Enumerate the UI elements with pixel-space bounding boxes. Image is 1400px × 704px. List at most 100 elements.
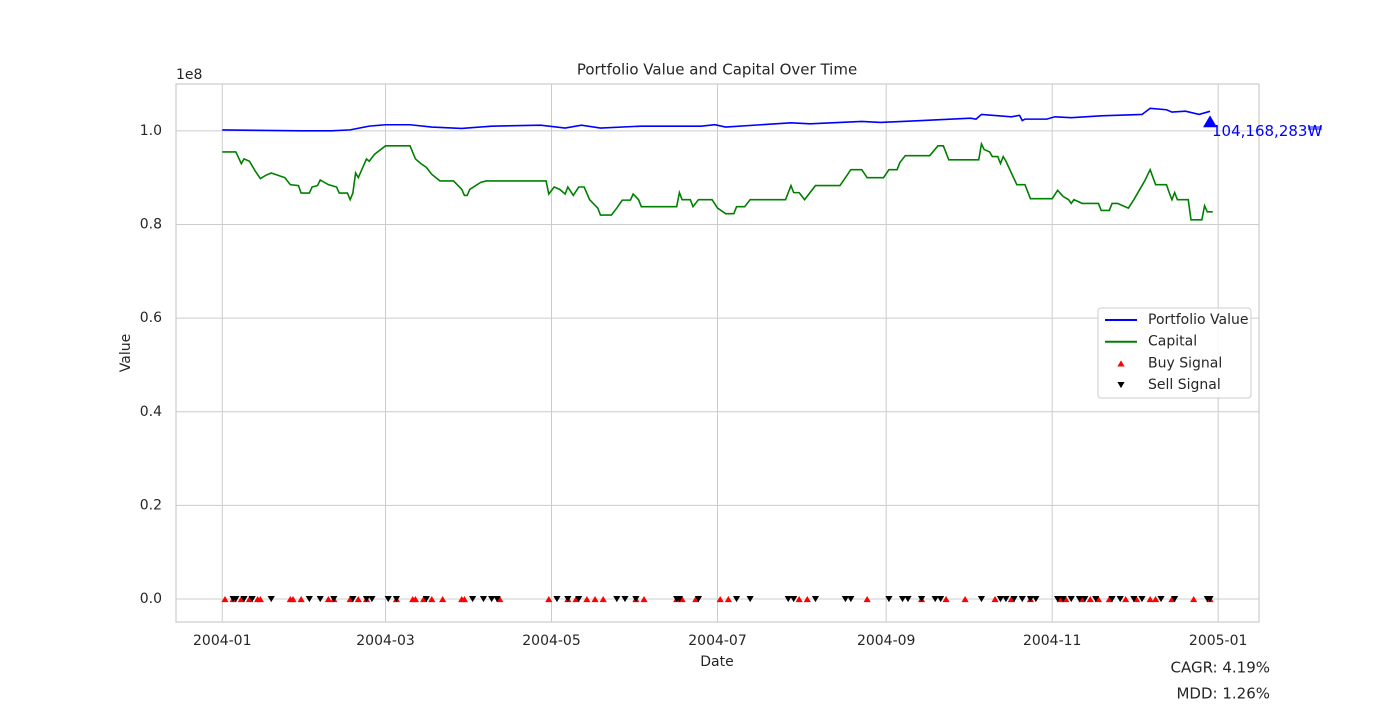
signal-marker xyxy=(1026,595,1035,603)
legend: Portfolio Value Capital Buy Signal Sell Sig… xyxy=(1097,307,1252,399)
legend-label: Portfolio Value xyxy=(1148,312,1249,328)
signal-marker xyxy=(439,595,447,603)
signal-marker xyxy=(917,595,926,603)
signal-marker xyxy=(961,595,969,603)
signal-marker xyxy=(368,595,376,603)
signal-marker xyxy=(1146,595,1154,603)
chart-title: Portfolio Value and Capital Over Time xyxy=(577,61,857,79)
signal-marker xyxy=(354,595,362,603)
signal-marker xyxy=(1116,595,1124,603)
signal-marker xyxy=(1075,595,1084,603)
signal-marker xyxy=(692,595,700,603)
signal-marker xyxy=(898,595,907,603)
signal-marker xyxy=(1130,595,1138,603)
signal-marker xyxy=(795,595,803,603)
signal-marker xyxy=(422,595,430,603)
annotation-marker xyxy=(1203,115,1218,128)
signal-marker xyxy=(553,595,561,603)
signal-marker xyxy=(724,595,732,603)
signal-marker xyxy=(428,595,436,603)
signal-marker xyxy=(1092,595,1100,603)
signal-marker xyxy=(621,595,629,603)
signal-marker xyxy=(479,595,488,603)
y-axis-label: Value xyxy=(118,334,134,372)
signal-marker xyxy=(411,595,420,603)
signal-marker xyxy=(1081,595,1089,603)
signal-marker xyxy=(1002,595,1010,603)
signal-marker xyxy=(694,595,703,603)
signal-marker xyxy=(885,595,893,603)
signal-marker xyxy=(591,595,599,603)
signal-marker xyxy=(1010,595,1018,603)
signal-marker xyxy=(460,595,469,603)
signal-marker xyxy=(937,595,945,603)
signal-marker xyxy=(1007,595,1015,603)
legend-label: Capital xyxy=(1148,334,1197,350)
signal-marker xyxy=(904,595,912,603)
y-tick-label: 0.2 xyxy=(140,497,162,513)
signal-marker xyxy=(678,595,686,603)
signal-marker xyxy=(1094,595,1103,603)
stat-text: MDD: 1.26% xyxy=(1176,685,1270,701)
signal-marker xyxy=(746,595,754,603)
signal-marker xyxy=(469,595,477,603)
signal-marker xyxy=(931,595,939,603)
signal-marker xyxy=(488,595,496,603)
signal-marker xyxy=(564,595,572,603)
y-tick-label: 0.4 xyxy=(140,404,162,420)
signal-marker xyxy=(1032,595,1040,603)
signal-marker xyxy=(1067,595,1075,603)
signal-marker xyxy=(1138,595,1146,603)
signal-marker xyxy=(256,595,264,603)
signal-marker xyxy=(847,595,855,603)
y-tick-label: 0.0 xyxy=(140,591,162,607)
signal-marker xyxy=(316,595,324,603)
legend-swatch xyxy=(1117,360,1125,367)
signal-marker xyxy=(392,595,401,603)
signal-marker xyxy=(640,595,648,603)
signal-marker xyxy=(575,595,583,603)
signal-marker xyxy=(346,595,354,603)
signal-marker xyxy=(1054,595,1062,603)
grid xyxy=(176,84,1259,622)
signal-marker xyxy=(996,595,1005,603)
stat-text: CAGR: 4.19% xyxy=(1170,659,1270,677)
signal-marker xyxy=(1059,595,1067,603)
signal-marker xyxy=(599,595,607,603)
legend-frame xyxy=(1097,307,1252,399)
signal-marker xyxy=(232,595,240,603)
signal-marker xyxy=(237,595,245,603)
signal-marker xyxy=(545,595,553,603)
annotation-text: 104,168,283₩ xyxy=(1212,122,1322,140)
signal-marker xyxy=(305,595,313,603)
signal-marker xyxy=(632,595,640,603)
signal-marker xyxy=(362,595,371,603)
signal-marker xyxy=(349,595,357,603)
signal-marker xyxy=(613,595,621,603)
signal-marker xyxy=(1086,595,1094,603)
signal-marker xyxy=(716,595,724,603)
signal-marker xyxy=(1206,595,1214,603)
signal-marker xyxy=(1168,595,1176,603)
x-tick-label: 2005-01 xyxy=(1189,633,1248,649)
signal-marker xyxy=(1062,595,1070,603)
x-tick-label: 2004-09 xyxy=(857,633,916,649)
signal-marker xyxy=(572,595,580,603)
signal-marker xyxy=(1132,595,1141,603)
signal-marker xyxy=(496,595,504,603)
x-tick-label: 2004-05 xyxy=(522,633,581,649)
signal-marker xyxy=(1108,595,1116,603)
signal-marker xyxy=(803,595,811,603)
signal-marker xyxy=(221,595,229,603)
signal-marker xyxy=(240,595,248,603)
x-tick-label: 2004-11 xyxy=(1023,633,1082,649)
signal-marker xyxy=(330,595,338,603)
signal-marker xyxy=(863,595,871,603)
signal-marker xyxy=(841,595,849,603)
signal-marker xyxy=(790,595,798,603)
signal-marker xyxy=(583,595,591,603)
signal-marker xyxy=(324,595,332,603)
x-tick-label: 2004-07 xyxy=(688,633,747,649)
signal-marker xyxy=(977,595,986,603)
